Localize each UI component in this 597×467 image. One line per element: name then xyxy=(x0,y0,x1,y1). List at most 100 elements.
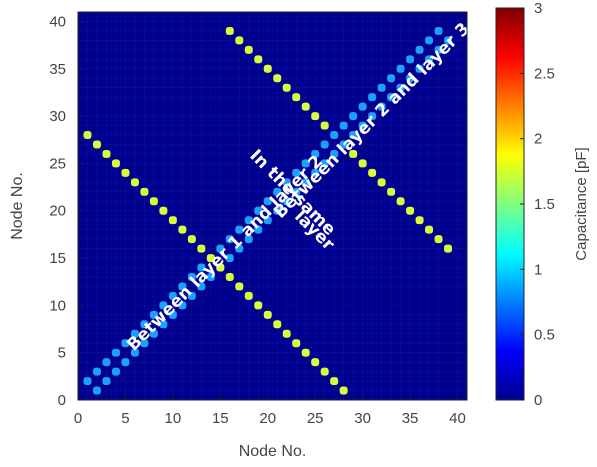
heatmap-band-1 xyxy=(92,36,453,395)
heatmap-cell xyxy=(368,168,377,177)
heatmap-cell xyxy=(377,102,386,111)
heatmap-cell xyxy=(339,386,348,395)
heatmap-cell xyxy=(92,140,101,149)
heatmap-cell xyxy=(292,187,301,196)
heatmap-cell xyxy=(235,225,244,234)
heatmap-cell xyxy=(330,377,339,386)
heatmap-cell xyxy=(178,225,187,234)
x-tick-label: 10 xyxy=(165,410,182,427)
heatmap-cell xyxy=(358,121,367,130)
heatmap-cell xyxy=(140,320,149,329)
heatmap-cell xyxy=(149,310,158,319)
heatmap-cell xyxy=(102,377,111,386)
heatmap-cell xyxy=(187,272,196,281)
colorbar-label: Capacitance [pF] xyxy=(573,147,590,260)
heatmap-cell xyxy=(159,301,168,310)
y-tick-label: 10 xyxy=(49,297,66,314)
heatmap-cell xyxy=(387,187,396,196)
heatmap-cell xyxy=(358,159,367,168)
heatmap-cell xyxy=(197,263,206,272)
heatmap-cell xyxy=(406,206,415,215)
heatmap-cell xyxy=(349,149,358,158)
heatmap-cell xyxy=(320,367,329,376)
heatmap-cell xyxy=(254,225,263,234)
colorbar: 0 0.5 1 1.5 2 2.5 3 Capacitance [pF] xyxy=(495,0,590,409)
heatmap-cell xyxy=(102,358,111,367)
heatmap-cell xyxy=(254,206,263,215)
heatmap-cell xyxy=(434,45,443,54)
heatmap-cell xyxy=(273,320,282,329)
x-tick-label: 5 xyxy=(121,410,129,427)
heatmap-cell xyxy=(140,339,149,348)
heatmap-cell xyxy=(377,178,386,187)
heatmap-cell xyxy=(206,254,215,263)
heatmap-cell xyxy=(320,140,329,149)
heatmap-cell xyxy=(406,55,415,64)
heatmap-cell xyxy=(273,74,282,83)
y-axis-label: Node No. xyxy=(9,172,26,240)
x-tick-label: 40 xyxy=(449,410,466,427)
heatmap-band-0 xyxy=(83,26,443,386)
colorbar-tick-label: 2.5 xyxy=(534,65,555,82)
heatmap-cell xyxy=(349,131,358,140)
heatmap-cell xyxy=(206,272,215,281)
heatmap-cell xyxy=(387,74,396,83)
heatmap-cell xyxy=(121,358,130,367)
heatmap-cell xyxy=(292,168,301,177)
y-tick-label: 40 xyxy=(49,13,66,30)
x-tick-label: 20 xyxy=(259,410,276,427)
plot-frame xyxy=(77,11,468,401)
heatmap-cell xyxy=(168,291,177,300)
heatmap-cell xyxy=(330,149,339,158)
x-tick-label: 15 xyxy=(212,410,229,427)
heatmap-cell xyxy=(244,291,253,300)
heatmap-cell xyxy=(159,320,168,329)
y-tick-label: 25 xyxy=(49,155,66,172)
heatmap-cell xyxy=(368,112,377,121)
heatmap-cell xyxy=(349,112,358,121)
heatmap-cell xyxy=(273,206,282,215)
heatmap-cell xyxy=(301,178,310,187)
heatmap-cell xyxy=(415,64,424,73)
heatmap-cell xyxy=(282,178,291,187)
y-tick-label: 30 xyxy=(49,108,66,125)
heatmap-cell xyxy=(187,235,196,244)
heatmap-cell xyxy=(444,36,453,45)
heatmap-cell xyxy=(244,216,253,225)
heatmap-cell xyxy=(130,178,139,187)
heatmap-cell xyxy=(301,102,310,111)
heatmap-cell xyxy=(444,244,453,253)
heatmap-cell xyxy=(235,282,244,291)
heatmap-cell xyxy=(216,263,225,272)
y-tick-label: 5 xyxy=(58,345,66,362)
heatmap-cell xyxy=(140,187,149,196)
x-tick-label: 30 xyxy=(354,410,371,427)
heatmap-cell xyxy=(225,254,234,263)
heatmap-cell xyxy=(111,348,120,357)
heatmap-cell xyxy=(149,197,158,206)
heatmap-cell xyxy=(330,131,339,140)
y-tick-label: 15 xyxy=(49,250,66,267)
colorbar-tick-label: 0 xyxy=(534,392,542,409)
heatmap-cell xyxy=(263,197,272,206)
heatmap-cell xyxy=(368,93,377,102)
heatmap-background xyxy=(78,12,467,400)
heatmap-cell xyxy=(121,339,130,348)
heatmap-cell xyxy=(387,93,396,102)
heatmap-cell xyxy=(263,310,272,319)
heatmap-cell xyxy=(178,301,187,310)
heatmap-cell xyxy=(396,64,405,73)
heatmap-cell xyxy=(311,149,320,158)
heatmap-cell xyxy=(197,244,206,253)
heatmap-cell xyxy=(320,121,329,130)
heatmap-cell xyxy=(130,348,139,357)
heatmap-cell xyxy=(83,377,92,386)
heatmap-cell xyxy=(111,159,120,168)
heatmap-band-2 xyxy=(83,131,348,395)
heatmap-cell xyxy=(282,83,291,92)
heatmap-cell xyxy=(406,74,415,83)
heatmap-cell xyxy=(130,329,139,338)
heatmap-cell xyxy=(225,235,234,244)
heatmap-cell xyxy=(92,386,101,395)
